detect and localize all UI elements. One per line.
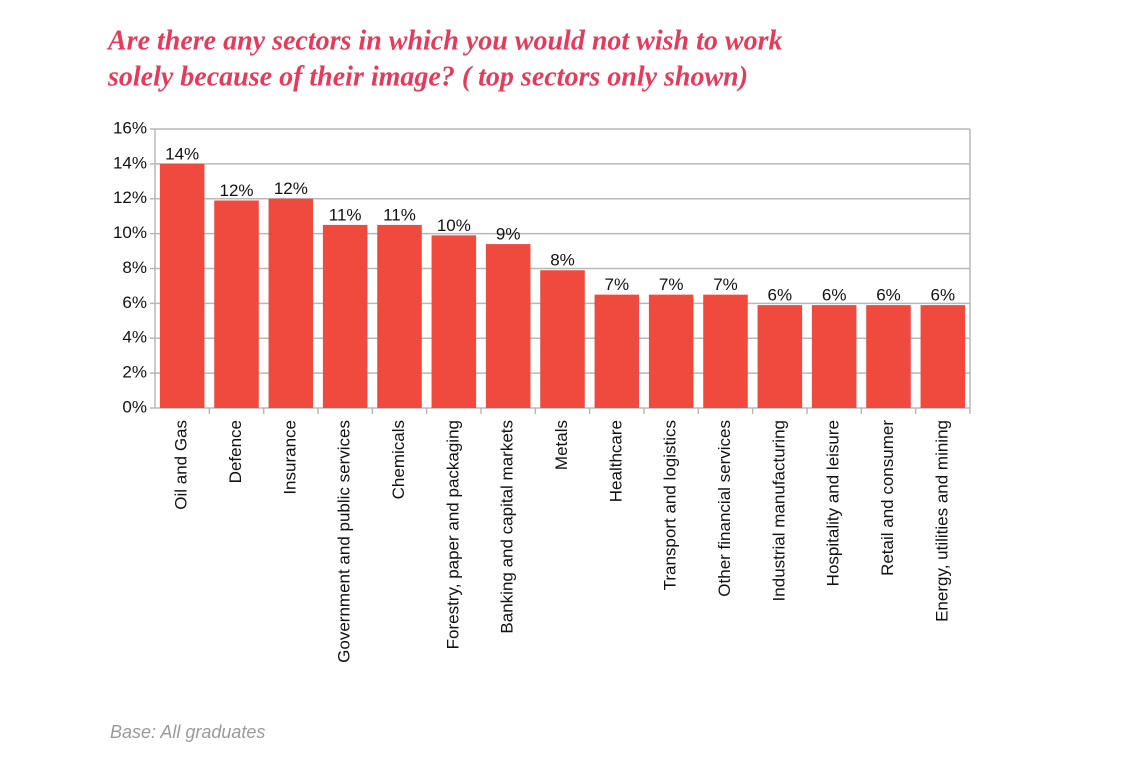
x-tick-label: Insurance bbox=[280, 420, 299, 495]
data-label: 12% bbox=[274, 179, 308, 198]
x-tick-label: Government and public services bbox=[335, 420, 354, 663]
bar bbox=[757, 305, 803, 408]
x-tick-label: Healthcare bbox=[606, 420, 625, 502]
bar bbox=[485, 244, 531, 408]
x-tick-label: Transport and logistics bbox=[661, 420, 680, 590]
bar bbox=[648, 294, 694, 408]
y-tick-label: 16% bbox=[113, 118, 147, 137]
bar bbox=[703, 294, 748, 408]
x-tick-label: Banking and capital markets bbox=[498, 420, 517, 634]
bar bbox=[920, 305, 966, 408]
bar bbox=[811, 305, 857, 408]
data-label: 11% bbox=[383, 205, 416, 224]
data-label: 8% bbox=[550, 251, 575, 270]
x-tick-label: Defence bbox=[226, 420, 245, 483]
data-label: 7% bbox=[605, 275, 630, 294]
data-label: 6% bbox=[768, 286, 793, 305]
data-label: 6% bbox=[931, 286, 956, 305]
y-tick-label: 14% bbox=[113, 153, 147, 172]
bar bbox=[431, 235, 477, 408]
x-tick-label: Other financial services bbox=[715, 420, 734, 597]
bar bbox=[866, 305, 911, 408]
chart-title: solely because of their image? ( top sec… bbox=[107, 61, 748, 92]
data-label: 6% bbox=[876, 286, 901, 305]
bar bbox=[214, 200, 259, 408]
y-tick-label: 8% bbox=[122, 258, 147, 277]
data-label: 6% bbox=[822, 286, 847, 305]
x-tick-label: Industrial manufacturing bbox=[769, 420, 788, 601]
x-tick-label: Metals bbox=[552, 420, 571, 470]
x-tick-label: Oil and Gas bbox=[172, 420, 191, 510]
chart-title: Are there any sectors in which you would… bbox=[106, 25, 782, 56]
x-tick-label: Chemicals bbox=[389, 420, 408, 499]
bar bbox=[322, 224, 368, 408]
y-tick-label: 10% bbox=[113, 223, 147, 242]
data-label: 7% bbox=[713, 275, 738, 294]
bar bbox=[594, 294, 640, 408]
bar bbox=[159, 163, 205, 408]
y-tick-label: 0% bbox=[122, 397, 147, 416]
footnote: Base: All graduates bbox=[110, 722, 265, 742]
x-tick-label: Energy, utilities and mining bbox=[932, 420, 951, 622]
y-tick-label: 6% bbox=[122, 293, 147, 312]
x-tick-label: Retail and consumer bbox=[878, 420, 897, 576]
y-tick-label: 12% bbox=[113, 188, 147, 207]
x-tick-label: Hospitality and leisure bbox=[824, 420, 843, 586]
x-tick-label: Forestry, paper and packaging bbox=[443, 420, 462, 649]
data-label: 7% bbox=[659, 275, 684, 294]
y-tick-label: 4% bbox=[122, 328, 147, 347]
data-label: 14% bbox=[165, 144, 199, 163]
data-label: 11% bbox=[329, 205, 362, 224]
bar bbox=[268, 198, 314, 408]
bar bbox=[540, 270, 585, 408]
y-tick-label: 2% bbox=[122, 363, 147, 382]
data-label: 10% bbox=[437, 216, 471, 235]
bar bbox=[377, 224, 422, 408]
data-label: 9% bbox=[496, 225, 521, 244]
data-label: 12% bbox=[219, 181, 253, 200]
